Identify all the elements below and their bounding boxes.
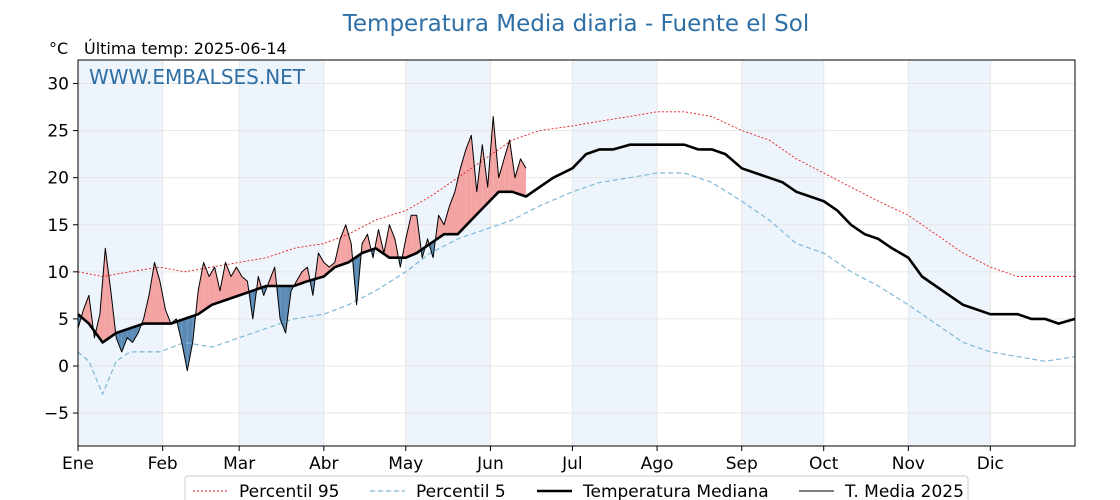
x-tick-label: Nov: [892, 454, 925, 474]
anomaly-fill-above: [520, 158, 526, 197]
anomaly-fill-above: [362, 234, 368, 253]
x-tick-label: Jul: [561, 454, 583, 474]
legend-label-p95: Percentil 95: [239, 482, 339, 500]
anomaly-fill-above: [198, 262, 204, 315]
legend-label-median: Temperatura Mediana: [582, 482, 769, 500]
anomaly-fill-above: [460, 149, 466, 232]
y-tick-label: 5: [58, 310, 69, 330]
series-lines: [77, 111, 1076, 395]
x-tick-label: Feb: [148, 454, 178, 474]
anomaly-fill-below: [121, 329, 128, 352]
x-tick-label: Oct: [809, 454, 839, 474]
x-tick-label: Ago: [641, 454, 674, 474]
month-shade-May: [405, 60, 491, 446]
anomaly-fill-above: [149, 262, 155, 324]
y-tick-label: −5: [44, 404, 69, 424]
anomaly-fill-above: [465, 135, 472, 226]
y-tick-label: 15: [47, 216, 69, 236]
watermark: WWW.EMBALSES.NET: [89, 65, 306, 89]
anomaly-fill-above: [449, 191, 455, 235]
legend: Percentil 95 Percentil 5 Temperatura Med…: [184, 475, 969, 500]
series-line-median: [77, 143, 1076, 344]
month-shade-Nov: [908, 60, 991, 446]
y-tick-label: 0: [58, 357, 69, 377]
anomaly-fill-above: [454, 168, 461, 235]
anomaly-fill-above: [509, 140, 516, 193]
legend-label-current: T. Media 2025: [844, 482, 964, 500]
x-tick-label: Jun: [476, 454, 504, 474]
series-line-p5: [77, 172, 1076, 395]
anomaly-fill-above: [405, 215, 412, 258]
anomaly-fill-above: [444, 205, 450, 235]
anomaly-fill-above: [318, 253, 324, 279]
anomaly-fills: [78, 116, 526, 371]
x-tick-label: Abr: [309, 454, 338, 474]
anomaly-fill-above: [220, 262, 226, 302]
anomaly-fill-above: [159, 281, 166, 324]
anomaly-fill-above: [209, 267, 215, 307]
x-tick-label: May: [388, 454, 423, 474]
plot-frame: [77, 59, 1076, 447]
x-tick-label: Dic: [977, 454, 1004, 474]
series-line-p95: [77, 111, 1075, 277]
unit-label: °C: [49, 39, 68, 58]
series-line-current: [77, 116, 527, 372]
anomaly-fill-below: [132, 325, 139, 343]
x-tick-label: Mar: [223, 454, 255, 474]
x-axis: Ene Feb Mar Abr May Jun Jul Ago Sep Oct Nov Dic: [62, 446, 1004, 474]
month-shading: [78, 60, 991, 446]
anomaly-fill-below: [116, 331, 122, 352]
anomaly-fill-above: [241, 276, 248, 295]
anomaly-fill-above: [471, 135, 477, 221]
anomaly-fill-above: [340, 224, 346, 266]
anomaly-fill-above: [345, 224, 352, 264]
y-tick-label: 20: [47, 169, 69, 189]
y-tick-label: 25: [47, 122, 69, 142]
anomaly-fill-below: [181, 317, 188, 371]
anomaly-fill-above: [203, 262, 210, 311]
chart-title: Temperatura Media diaria - Fuente el Sol: [342, 11, 809, 37]
month-shade-Jul: [572, 60, 658, 446]
y-tick-label: 10: [47, 263, 69, 283]
anomaly-fill-above: [99, 248, 106, 341]
y-axis: 30 25 20 15 10 5 0 −5: [44, 75, 78, 424]
anomaly-fill-above: [482, 144, 488, 209]
month-shade-Sep: [741, 60, 824, 446]
legend-label-p5: Percentil 5: [416, 482, 506, 500]
anomaly-fill-above: [214, 267, 221, 304]
anomaly-fill-above: [389, 224, 395, 258]
anomaly-fill-above: [498, 158, 505, 192]
anomaly-fill-above: [504, 140, 510, 192]
legend-box: [184, 475, 969, 500]
y-tick-label: 30: [47, 75, 69, 95]
anomaly-fill-above: [411, 215, 417, 256]
anomaly-fill-above: [438, 215, 445, 238]
month-shade-Ene: [78, 60, 163, 446]
x-tick-label: Ene: [62, 454, 94, 474]
anomaly-fill-above: [225, 262, 231, 301]
anomaly-fill-above: [105, 248, 111, 341]
anomaly-fill-above: [515, 158, 521, 195]
anomaly-fill-above: [83, 295, 89, 324]
last-temp-label: Última temp: 2025-06-14: [84, 39, 287, 58]
x-tick-label: Sep: [726, 454, 758, 474]
month-shade-Mar: [239, 60, 324, 446]
